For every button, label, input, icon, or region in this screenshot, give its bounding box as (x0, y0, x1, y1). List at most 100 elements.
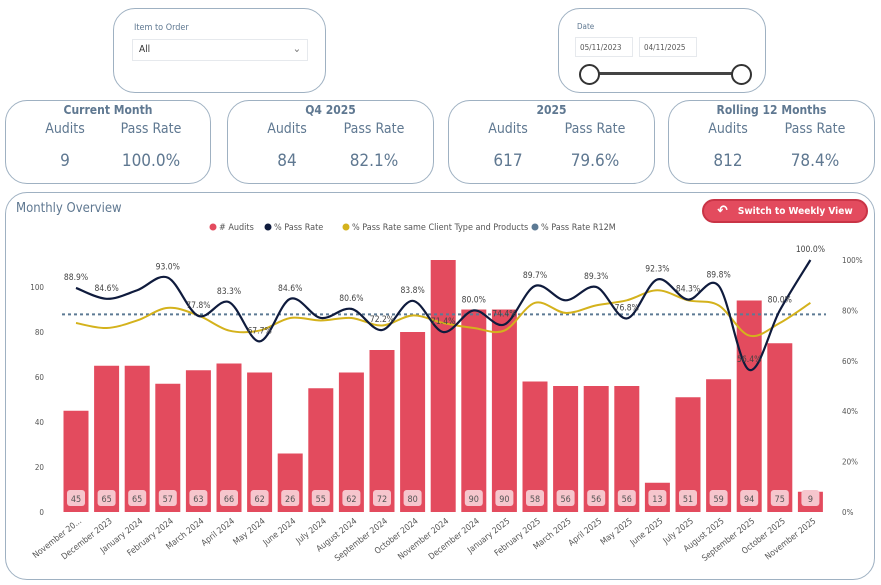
x-axis-label: April 2024 (200, 516, 237, 548)
legend-marker (342, 223, 350, 231)
audit-data-label: 56 (560, 495, 570, 505)
card-title: Monthly Overview (16, 201, 122, 216)
date-slider-start-handle[interactable] (579, 64, 600, 85)
x-axis-label: June 2025 (628, 516, 665, 548)
pass-rate-data-label: 71.4% (431, 317, 455, 327)
kpi-audits-label: Audits (488, 121, 528, 137)
kpi-audits-value: 617 (493, 151, 523, 171)
audit-label-bg (464, 490, 483, 506)
y-left-tick: 100 (30, 283, 44, 292)
audit-data-label: 80 (407, 495, 417, 505)
audit-bar (461, 309, 487, 512)
date-slicer: Date 05/11/2023 04/11/2025 (558, 8, 766, 93)
audit-data-label: 90 (499, 495, 509, 505)
switch-label: Switch to Weekly View (737, 205, 853, 217)
audit-label-bg (679, 490, 697, 506)
x-axis-label: May 2024 (232, 516, 268, 547)
kpi-audits-value: 84 (277, 151, 297, 171)
pass-rate-data-label: 72.2% (370, 315, 394, 325)
audit-label-bg (128, 490, 147, 506)
switch-to-weekly-button[interactable]: ↶ Switch to Weekly View (702, 199, 868, 223)
dropdown-value: All (139, 44, 151, 55)
kpi-card: Current Month Audits Pass Rate 9 100.0% (5, 100, 211, 184)
chevron-down-icon: ⌄ (292, 42, 301, 55)
kpi-pass-rate-value: 78.4% (790, 151, 840, 171)
kpi-audits-label: Audits (708, 121, 748, 137)
audit-label-bg (67, 490, 85, 506)
audit-data-label: 62 (254, 495, 264, 505)
audit-data-label: 75 (775, 495, 785, 505)
pass-rate-data-label: 76.8% (615, 303, 639, 313)
x-axis-label: May 2025 (599, 516, 635, 547)
audit-bar (247, 372, 273, 512)
item-to-order-label: Item to Order (134, 23, 189, 33)
date-slider-track[interactable] (589, 72, 739, 75)
kpi-card: Rolling 12 Months Audits Pass Rate 812 7… (668, 100, 875, 184)
audit-label-bg (740, 490, 759, 506)
audit-data-label: 62 (346, 495, 356, 505)
audit-bar (706, 379, 732, 512)
kpi-pass-rate-label: Pass Rate (784, 121, 846, 137)
audit-label-bg (342, 490, 361, 506)
audit-label-bg (250, 490, 269, 506)
kpi-title: Current Month (63, 103, 153, 117)
audit-bar (767, 343, 793, 512)
kpi-card: 2025 Audits Pass Rate 617 79.6% (448, 100, 655, 184)
pass-rate-data-label: 56.4% (737, 355, 761, 365)
audit-label-bg (617, 490, 636, 506)
audit-label-bg (801, 490, 820, 506)
pass-rate-data-label: 89.7% (523, 271, 547, 281)
audit-bar (185, 370, 211, 512)
audit-data-label: 90 (469, 495, 479, 505)
pass-rate-data-label: 74.4% (492, 310, 516, 320)
date-end-input[interactable]: 04/11/2025 (639, 37, 697, 57)
pass-rate-data-label: 83.8% (400, 286, 424, 296)
legend-label: % Pass Rate same Client Type and Product… (352, 223, 528, 233)
undo-arrow-icon: ↶ (717, 203, 728, 219)
kpi-pass-rate-label: Pass Rate (564, 121, 626, 137)
pass-rate-data-label: 80.0% (462, 295, 486, 305)
kpi-title: Q4 2025 (305, 103, 356, 117)
audit-data-label: 58 (530, 495, 540, 505)
pass-rate-data-label: 84.6% (94, 284, 118, 294)
y-left-tick: 40 (35, 418, 45, 427)
legend-label: % Pass Rate R12M (541, 223, 616, 233)
pass-rate-data-label: 80.6% (339, 294, 363, 304)
kpi-pass-rate-value: 100.0% (121, 151, 181, 171)
y-right-tick: 100% (842, 256, 863, 265)
audit-bar (216, 363, 242, 512)
audit-label-bg (403, 490, 422, 506)
kpi-audits-value: 9 (60, 151, 70, 171)
pass-rate-data-label: 84.3% (676, 285, 700, 295)
kpi-pass-rate-label: Pass Rate (343, 121, 405, 137)
y-right-tick: 80% (842, 306, 858, 315)
audit-label-bg (158, 490, 177, 506)
audit-label-bg (220, 490, 238, 506)
y-left-tick: 60 (35, 373, 45, 382)
date-slider-end-handle[interactable] (731, 64, 752, 85)
y-left-tick: 0 (39, 508, 44, 517)
audit-data-label: 56 (622, 495, 632, 505)
legend-label: # Audits (219, 223, 254, 233)
kpi-title: 2025 (536, 103, 567, 117)
pass-rate-data-label: 67.7% (247, 326, 271, 336)
pass-rate-data-label: 89.3% (584, 272, 608, 282)
x-axis-label: June 2024 (261, 516, 298, 548)
date-start-input[interactable]: 05/11/2023 (575, 37, 633, 57)
audit-label-bg (587, 490, 606, 506)
audit-data-label: 63 (193, 495, 203, 505)
pass-rate-data-label: 93.0% (156, 263, 180, 273)
y-right-tick: 0% (842, 508, 854, 517)
audit-data-label: 13 (652, 495, 662, 505)
date-label: Date (577, 22, 595, 31)
audit-bar (430, 260, 456, 512)
pass-rate-data-label: 77.8% (186, 301, 210, 311)
legend-label: % Pass Rate (274, 223, 323, 233)
y-right-tick: 60% (842, 357, 858, 366)
legend-marker (531, 223, 539, 231)
audit-label-bg (311, 490, 330, 506)
item-to-order-dropdown[interactable]: All ⌄ (132, 39, 308, 61)
pass-rate-data-label: 100.0% (796, 245, 825, 255)
pass-rate-data-label: 84.6% (278, 284, 302, 294)
pass-rate-data-label: 80.0% (768, 295, 792, 305)
